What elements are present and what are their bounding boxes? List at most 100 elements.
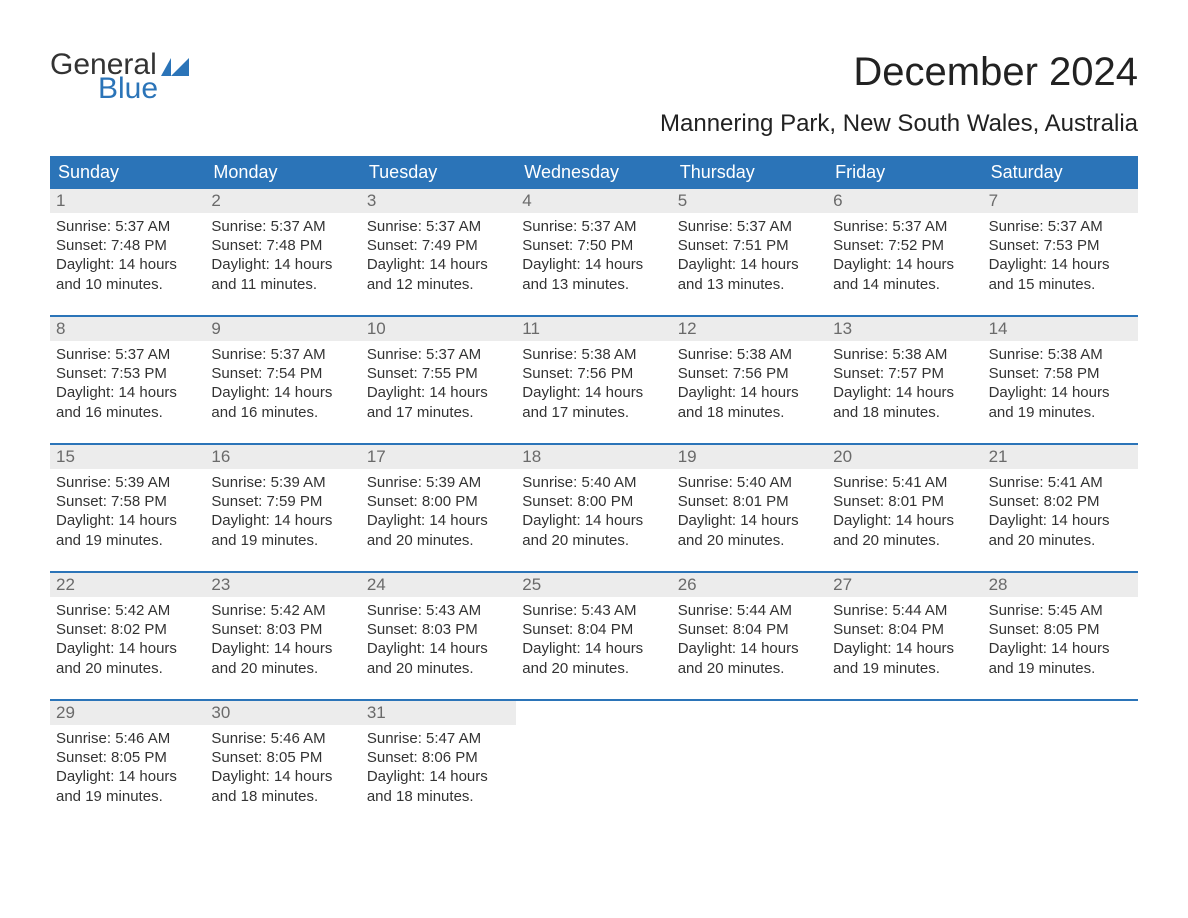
sunset-line-label: Sunset: [56, 749, 111, 766]
day-number: 18 [516, 445, 671, 469]
sunrise-line-value: 5:45 AM [1048, 602, 1103, 619]
day-number: 1 [50, 189, 205, 213]
day-number: 5 [672, 189, 827, 213]
dow-monday: Monday [205, 156, 360, 189]
sunrise-line: Sunrise: 5:41 AM [833, 473, 976, 492]
day-number: 9 [205, 317, 360, 341]
sunset-line-label: Sunset: [56, 493, 111, 510]
day-cell: 25Sunrise: 5:43 AMSunset: 8:04 PMDayligh… [516, 573, 671, 699]
sunrise-line-value: 5:37 AM [892, 218, 947, 235]
day-body: Sunrise: 5:39 AMSunset: 7:59 PMDaylight:… [205, 469, 360, 556]
sunrise-line-label: Sunrise: [833, 346, 892, 363]
sunset-line-value: 7:58 PM [1044, 365, 1100, 382]
sunset-line-label: Sunset: [211, 493, 266, 510]
sunrise-line: Sunrise: 5:38 AM [989, 345, 1132, 364]
daylight-line: Daylight: 14 hours and 17 minutes. [522, 383, 665, 421]
daylight-line-label: Daylight: [211, 384, 274, 401]
header-row: General Blue December 2024 [50, 50, 1138, 104]
daylight-line: Daylight: 14 hours and 19 minutes. [989, 639, 1132, 677]
dow-saturday: Saturday [983, 156, 1138, 189]
daylight-line: Daylight: 14 hours and 19 minutes. [989, 383, 1132, 421]
sunset-line-value: 7:48 PM [111, 237, 167, 254]
sunrise-line-value: 5:41 AM [892, 474, 947, 491]
sunrise-line-value: 5:42 AM [271, 602, 326, 619]
sunrise-line-value: 5:37 AM [115, 218, 170, 235]
sunset-line-value: 8:05 PM [1044, 621, 1100, 638]
day-body: Sunrise: 5:39 AMSunset: 8:00 PMDaylight:… [361, 469, 516, 556]
sunrise-line: Sunrise: 5:40 AM [678, 473, 821, 492]
sunrise-line: Sunrise: 5:37 AM [56, 217, 199, 236]
daylight-line-label: Daylight: [367, 768, 430, 785]
day-number: 28 [983, 573, 1138, 597]
sunset-line-value: 7:52 PM [888, 237, 944, 254]
day-cell: 17Sunrise: 5:39 AMSunset: 8:00 PMDayligh… [361, 445, 516, 571]
sunset-line: Sunset: 8:00 PM [522, 492, 665, 511]
day-cell: 27Sunrise: 5:44 AMSunset: 8:04 PMDayligh… [827, 573, 982, 699]
sunset-line-label: Sunset: [833, 365, 888, 382]
sunrise-line: Sunrise: 5:43 AM [522, 601, 665, 620]
sunset-line-label: Sunset: [522, 237, 577, 254]
day-body: Sunrise: 5:37 AMSunset: 7:49 PMDaylight:… [361, 213, 516, 300]
week-row: 22Sunrise: 5:42 AMSunset: 8:02 PMDayligh… [50, 571, 1138, 699]
sunset-line-value: 8:02 PM [111, 621, 167, 638]
daylight-line: Daylight: 14 hours and 20 minutes. [989, 511, 1132, 549]
sunrise-line-label: Sunrise: [211, 730, 270, 747]
sunrise-line: Sunrise: 5:46 AM [56, 729, 199, 748]
sunset-line-value: 7:59 PM [266, 493, 322, 510]
sunset-line: Sunset: 7:48 PM [211, 236, 354, 255]
sunrise-line-label: Sunrise: [56, 346, 115, 363]
daylight-line-label: Daylight: [522, 640, 585, 657]
sunrise-line-label: Sunrise: [522, 602, 581, 619]
sunrise-line-label: Sunrise: [367, 346, 426, 363]
daylight-line: Daylight: 14 hours and 20 minutes. [367, 511, 510, 549]
sunset-line-label: Sunset: [211, 237, 266, 254]
daylight-line: Daylight: 14 hours and 19 minutes. [56, 767, 199, 805]
sunrise-line-label: Sunrise: [989, 602, 1048, 619]
sunset-line-label: Sunset: [678, 365, 733, 382]
dow-thursday: Thursday [672, 156, 827, 189]
daylight-line-label: Daylight: [56, 768, 119, 785]
sunrise-line-value: 5:38 AM [581, 346, 636, 363]
sunrise-line-label: Sunrise: [989, 474, 1048, 491]
sunrise-line-label: Sunrise: [522, 218, 581, 235]
sunset-line: Sunset: 8:00 PM [367, 492, 510, 511]
sunset-line-value: 8:06 PM [422, 749, 478, 766]
day-body: Sunrise: 5:37 AMSunset: 7:48 PMDaylight:… [205, 213, 360, 300]
sunset-line-value: 7:51 PM [733, 237, 789, 254]
sunset-line: Sunset: 7:55 PM [367, 364, 510, 383]
sunset-line: Sunset: 7:53 PM [56, 364, 199, 383]
sunset-line-label: Sunset: [367, 493, 422, 510]
dow-tuesday: Tuesday [361, 156, 516, 189]
sunrise-line: Sunrise: 5:37 AM [989, 217, 1132, 236]
sunset-line: Sunset: 8:06 PM [367, 748, 510, 767]
daylight-line-label: Daylight: [522, 256, 585, 273]
sunset-line-value: 8:04 PM [577, 621, 633, 638]
sunset-line: Sunset: 7:57 PM [833, 364, 976, 383]
sunrise-line: Sunrise: 5:41 AM [989, 473, 1132, 492]
day-cell: 6Sunrise: 5:37 AMSunset: 7:52 PMDaylight… [827, 189, 982, 315]
sunrise-line-label: Sunrise: [367, 602, 426, 619]
sunrise-line-value: 5:37 AM [271, 346, 326, 363]
daylight-line: Daylight: 14 hours and 20 minutes. [678, 639, 821, 677]
day-number: 4 [516, 189, 671, 213]
sunrise-line-value: 5:46 AM [271, 730, 326, 747]
day-of-week-header: SundayMondayTuesdayWednesdayThursdayFrid… [50, 156, 1138, 189]
sunset-line: Sunset: 7:56 PM [522, 364, 665, 383]
sunset-line-value: 8:03 PM [422, 621, 478, 638]
daylight-line-label: Daylight: [367, 512, 430, 529]
sunrise-line-value: 5:37 AM [581, 218, 636, 235]
day-body: Sunrise: 5:41 AMSunset: 8:02 PMDaylight:… [983, 469, 1138, 556]
day-cell: 2Sunrise: 5:37 AMSunset: 7:48 PMDaylight… [205, 189, 360, 315]
day-cell: 20Sunrise: 5:41 AMSunset: 8:01 PMDayligh… [827, 445, 982, 571]
sunrise-line-value: 5:37 AM [426, 218, 481, 235]
sunrise-line: Sunrise: 5:40 AM [522, 473, 665, 492]
daylight-line: Daylight: 14 hours and 19 minutes. [211, 511, 354, 549]
sunrise-line-label: Sunrise: [989, 346, 1048, 363]
sunrise-line-value: 5:37 AM [115, 346, 170, 363]
sunset-line-value: 8:04 PM [733, 621, 789, 638]
day-cell: 3Sunrise: 5:37 AMSunset: 7:49 PMDaylight… [361, 189, 516, 315]
day-number: 26 [672, 573, 827, 597]
sunrise-line-label: Sunrise: [56, 602, 115, 619]
day-cell: 1Sunrise: 5:37 AMSunset: 7:48 PMDaylight… [50, 189, 205, 315]
day-body: Sunrise: 5:46 AMSunset: 8:05 PMDaylight:… [50, 725, 205, 812]
